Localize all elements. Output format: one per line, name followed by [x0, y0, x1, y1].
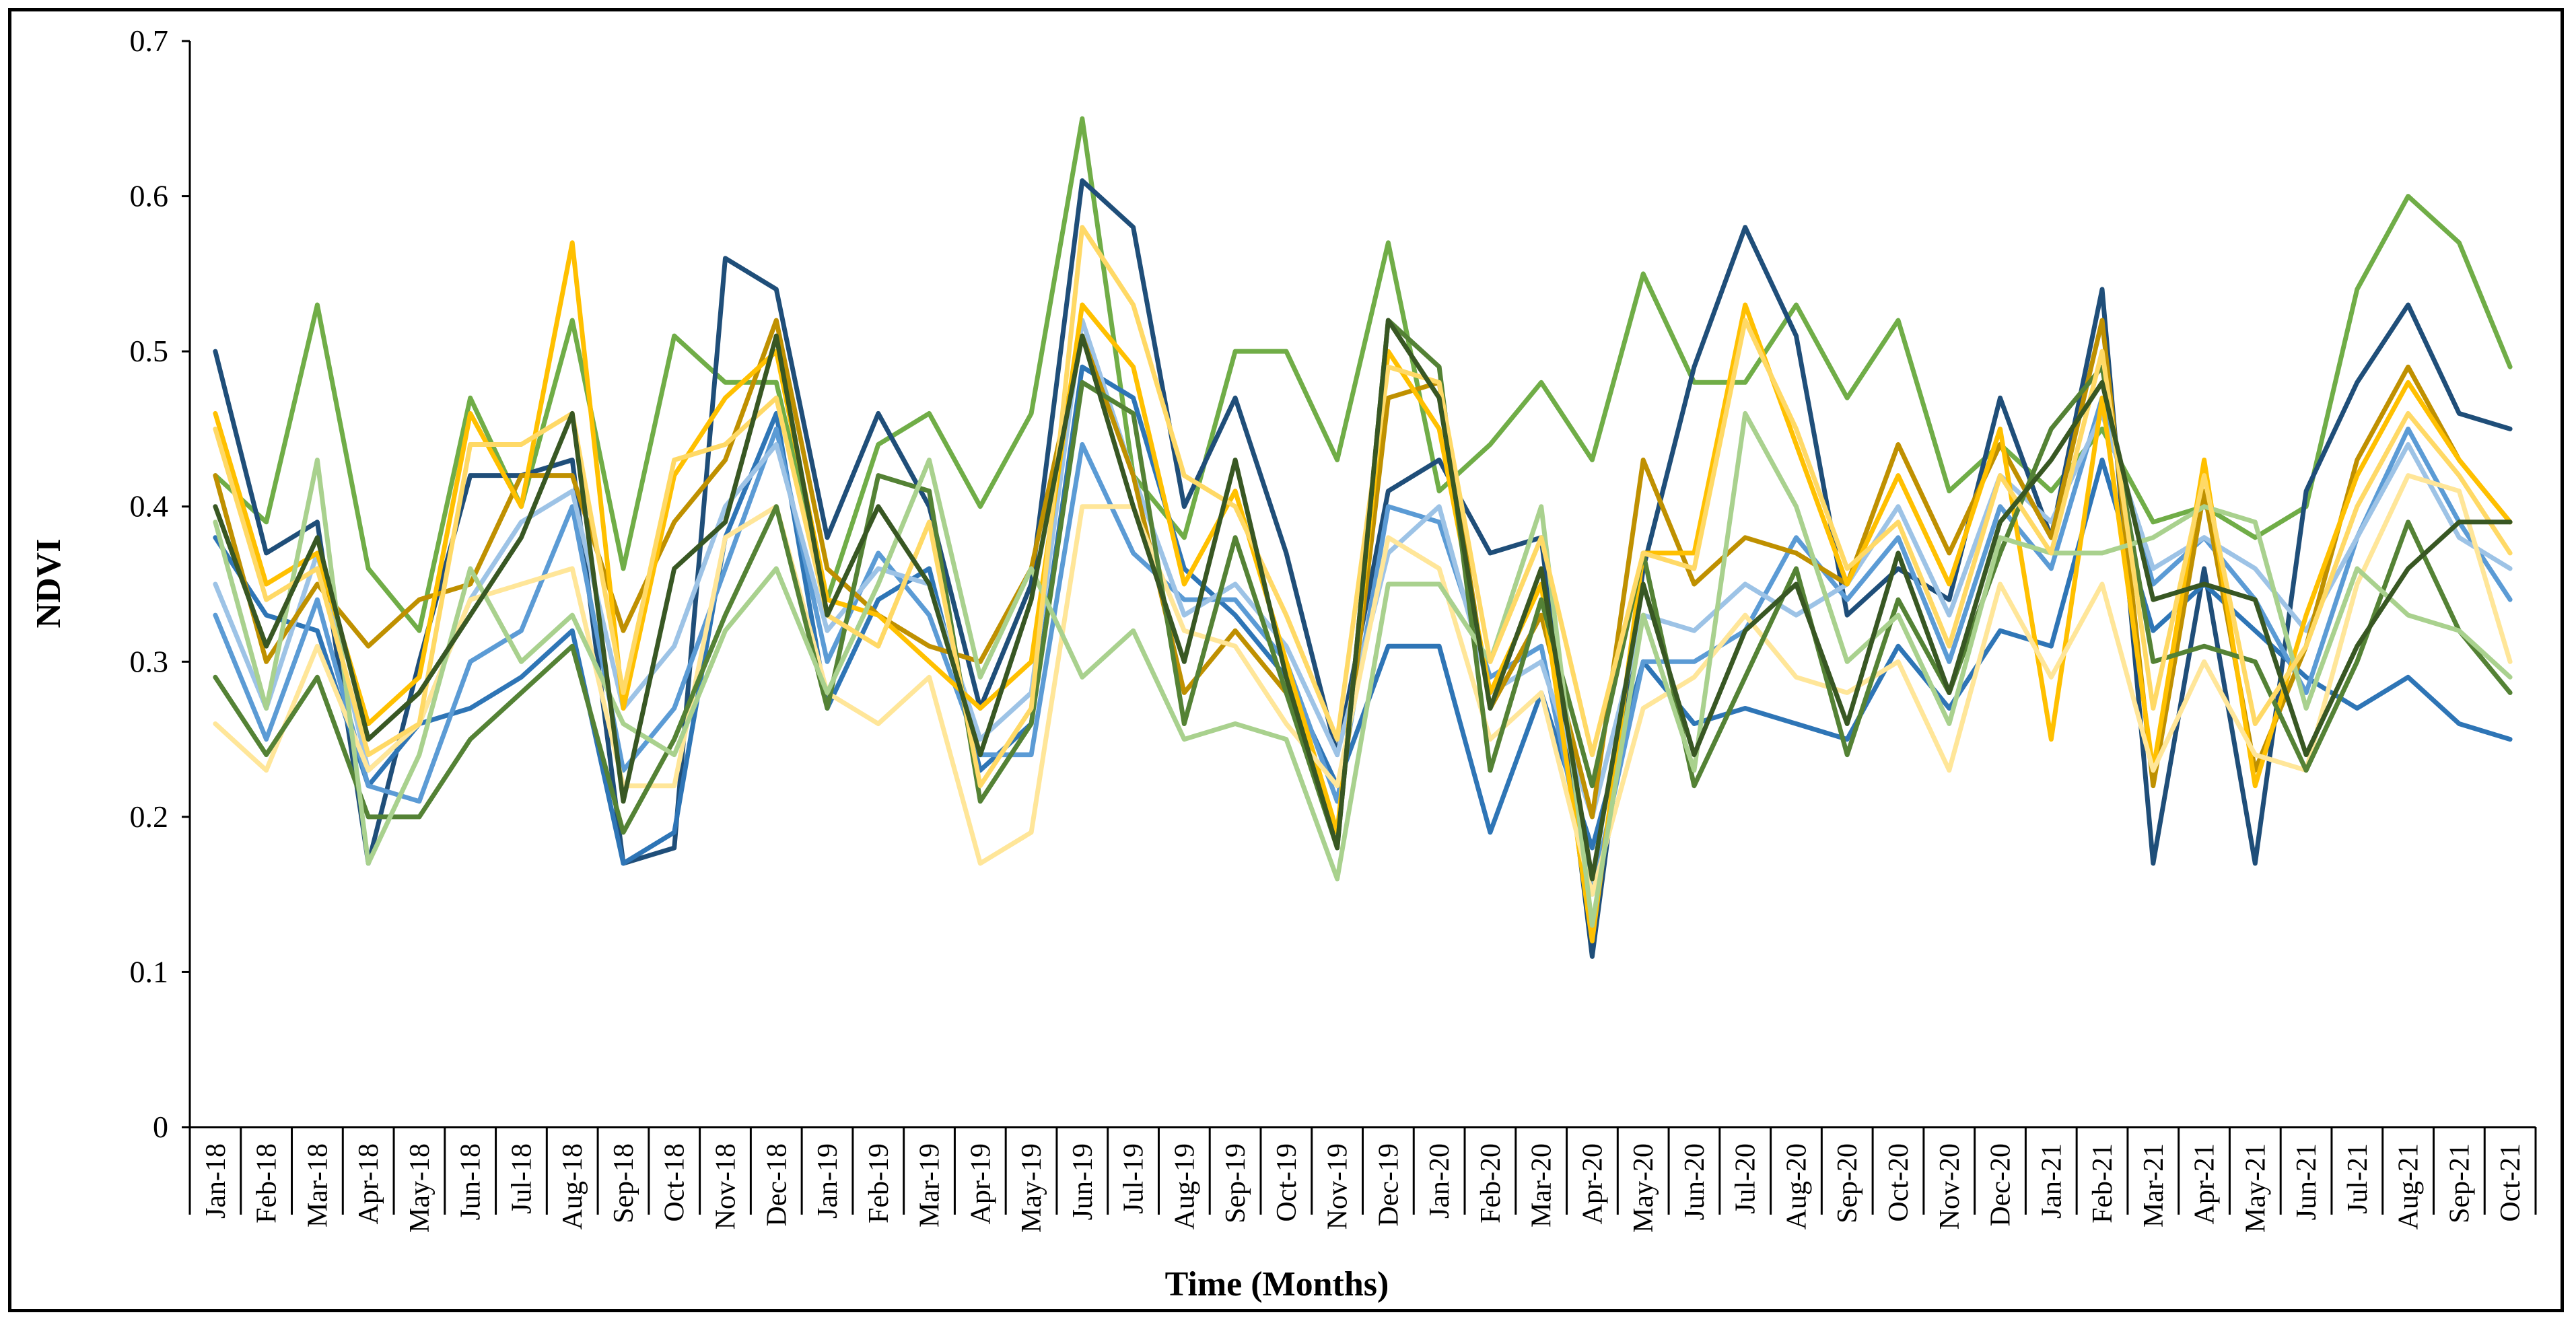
series-line: Series 12 [213, 318, 2513, 882]
x-tick-label: Apr-18 [353, 1143, 384, 1224]
x-tick-label: Oct-19 [1272, 1143, 1302, 1222]
y-tick-label: 0.1 [130, 954, 169, 989]
x-axis: Jan-18 Feb-18 Mar-18 Apr-18 May-18 Jun-18 Jul-… [188, 1126, 2537, 1233]
x-tick-label: Aug-21 [2394, 1143, 2425, 1229]
x-tick-label: Oct-18 [660, 1143, 691, 1222]
x-tick-label: Jun-21 [2291, 1143, 2322, 1220]
x-tick-label: May-21 [2240, 1143, 2271, 1233]
x-tick-label: Aug-20 [1781, 1143, 1812, 1229]
x-tick-label: Jan-20 [1424, 1143, 1455, 1219]
x-tick-label: Sep-18 [608, 1143, 639, 1223]
x-tick-label: Mar-20 [1527, 1143, 1558, 1227]
y-tick-label: 0 [153, 1110, 168, 1144]
x-tick-label: Mar-21 [2138, 1143, 2169, 1227]
x-tick-label: May-18 [405, 1143, 436, 1233]
x-tick-label: Feb-18 [252, 1143, 283, 1223]
series-group: Series 1Series 2Series 3Series 4Series 5… [213, 116, 2513, 959]
x-tick-label: Apr-20 [1577, 1143, 1608, 1224]
x-tick-label: May-20 [1628, 1143, 1659, 1233]
y-tick-label: 0.3 [130, 644, 169, 678]
x-tick-label: Mar-18 [302, 1143, 333, 1227]
y-tick-label: 0.7 [130, 24, 169, 58]
x-axis-title: Time (Months) [1165, 1265, 1389, 1303]
series-line: Series 1 [213, 116, 2513, 633]
x-tick-label: Aug-18 [557, 1143, 588, 1229]
y-tick-label: 0.5 [130, 334, 169, 368]
x-tick-label: Sep-21 [2444, 1143, 2475, 1223]
x-tick-label: Jun-20 [1679, 1143, 1710, 1220]
x-tick-label: Aug-19 [1169, 1143, 1200, 1229]
x-tick-label: Jul-21 [2342, 1143, 2373, 1214]
x-tick-label: Jan-21 [2036, 1143, 2067, 1219]
x-tick-label: Apr-21 [2190, 1143, 2221, 1224]
y-axis-title: NDVI [30, 539, 68, 629]
x-tick-label: Nov-18 [710, 1143, 741, 1229]
x-tick-label: May-19 [1016, 1143, 1047, 1233]
x-tick-label: Jan-18 [201, 1143, 232, 1219]
x-tick-label: Dec-19 [1373, 1143, 1404, 1227]
x-tick-label: Feb-20 [1475, 1143, 1506, 1223]
x-tick-label: Jun-18 [456, 1143, 487, 1220]
x-tick-label: Oct-20 [1883, 1143, 1914, 1222]
y-tick-label: 0.2 [130, 799, 169, 834]
x-tick-label: Dec-18 [761, 1143, 792, 1227]
series-line: Series 8 [213, 473, 2513, 897]
y-tick-label: 0.6 [130, 179, 169, 213]
x-tick-label: Jan-19 [812, 1143, 843, 1219]
x-tick-label: Jul-18 [506, 1143, 537, 1214]
ndvi-line-chart: 0 0.1 0.2 0.3 0.4 0.5 0.6 0.7 Jan-18 Feb-18 Mar-1… [30, 24, 2537, 1303]
x-tick-label: Mar-19 [915, 1143, 946, 1227]
x-tick-label: Nov-19 [1323, 1143, 1354, 1229]
x-tick-label: Feb-21 [2087, 1143, 2118, 1223]
x-tick-label: Oct-21 [2495, 1143, 2526, 1222]
x-tick-label: Sep-19 [1220, 1143, 1251, 1223]
chart-frame: 0 0.1 0.2 0.3 0.4 0.5 0.6 0.7 Jan-18 Feb-18 Mar-1… [8, 8, 2564, 1312]
x-tick-label: Dec-20 [1986, 1143, 2017, 1227]
y-tick-label: 0.4 [130, 489, 169, 524]
series-line: Series 11 [213, 225, 2513, 789]
x-tick-label: Feb-19 [864, 1143, 895, 1223]
x-tick-label: Sep-20 [1832, 1143, 1863, 1223]
x-tick-label: Jul-20 [1731, 1143, 1762, 1214]
x-tick-label: Jul-19 [1119, 1143, 1150, 1214]
x-tick-label: Jun-19 [1068, 1143, 1099, 1220]
x-tick-label: Apr-19 [965, 1143, 996, 1224]
x-tick-label: Nov-20 [1935, 1143, 1965, 1229]
y-axis: 0 0.1 0.2 0.3 0.4 0.5 0.6 0.7 [130, 24, 191, 1144]
